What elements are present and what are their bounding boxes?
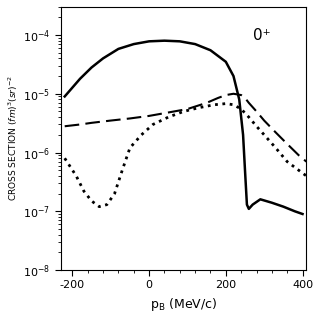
Y-axis label: CROSS SECTION $(fm)^3(sr)^{-2}$: CROSS SECTION $(fm)^3(sr)^{-2}$ bbox=[7, 76, 20, 202]
Text: 0⁺: 0⁺ bbox=[253, 28, 271, 43]
X-axis label: $\mathregular{p_B}$ (MeV/c): $\mathregular{p_B}$ (MeV/c) bbox=[150, 296, 217, 313]
